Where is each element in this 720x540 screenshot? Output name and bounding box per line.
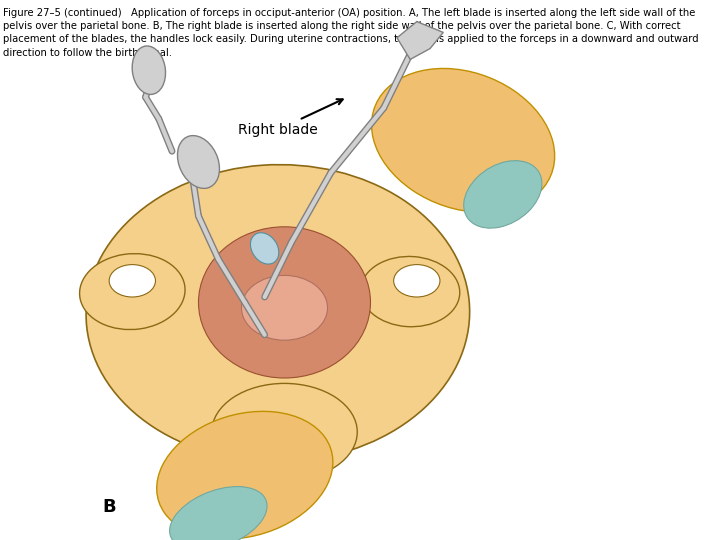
Text: Right blade: Right blade: [238, 99, 343, 137]
Text: Figure 27–5 (continued)   Application of forceps in occiput-anterior (OA) positi: Figure 27–5 (continued) Application of f…: [4, 8, 699, 58]
Ellipse shape: [394, 265, 440, 297]
Ellipse shape: [86, 165, 469, 462]
Ellipse shape: [464, 160, 542, 228]
Text: B: B: [102, 497, 116, 516]
Ellipse shape: [132, 46, 166, 94]
Ellipse shape: [157, 411, 333, 539]
Ellipse shape: [170, 487, 267, 540]
Ellipse shape: [361, 256, 460, 327]
Ellipse shape: [241, 275, 328, 340]
Ellipse shape: [199, 227, 371, 378]
Polygon shape: [397, 22, 444, 59]
Ellipse shape: [177, 136, 220, 188]
Ellipse shape: [80, 254, 185, 329]
Ellipse shape: [212, 383, 357, 481]
Ellipse shape: [372, 69, 554, 212]
Ellipse shape: [251, 233, 279, 264]
Ellipse shape: [109, 265, 156, 297]
